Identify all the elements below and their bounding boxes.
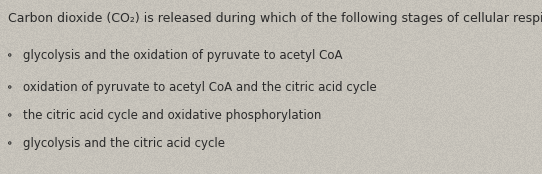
Text: the citric acid cycle and oxidative phosphorylation: the citric acid cycle and oxidative phos… — [23, 109, 321, 121]
Text: glycolysis and the oxidation of pyruvate to acetyl CoA: glycolysis and the oxidation of pyruvate… — [23, 49, 342, 61]
Text: glycolysis and the citric acid cycle: glycolysis and the citric acid cycle — [23, 136, 225, 149]
Text: oxidation of pyruvate to acetyl CoA and the citric acid cycle: oxidation of pyruvate to acetyl CoA and … — [23, 81, 377, 93]
Text: Carbon dioxide (CO₂) is released during which of the following stages of cellula: Carbon dioxide (CO₂) is released during … — [8, 12, 542, 25]
